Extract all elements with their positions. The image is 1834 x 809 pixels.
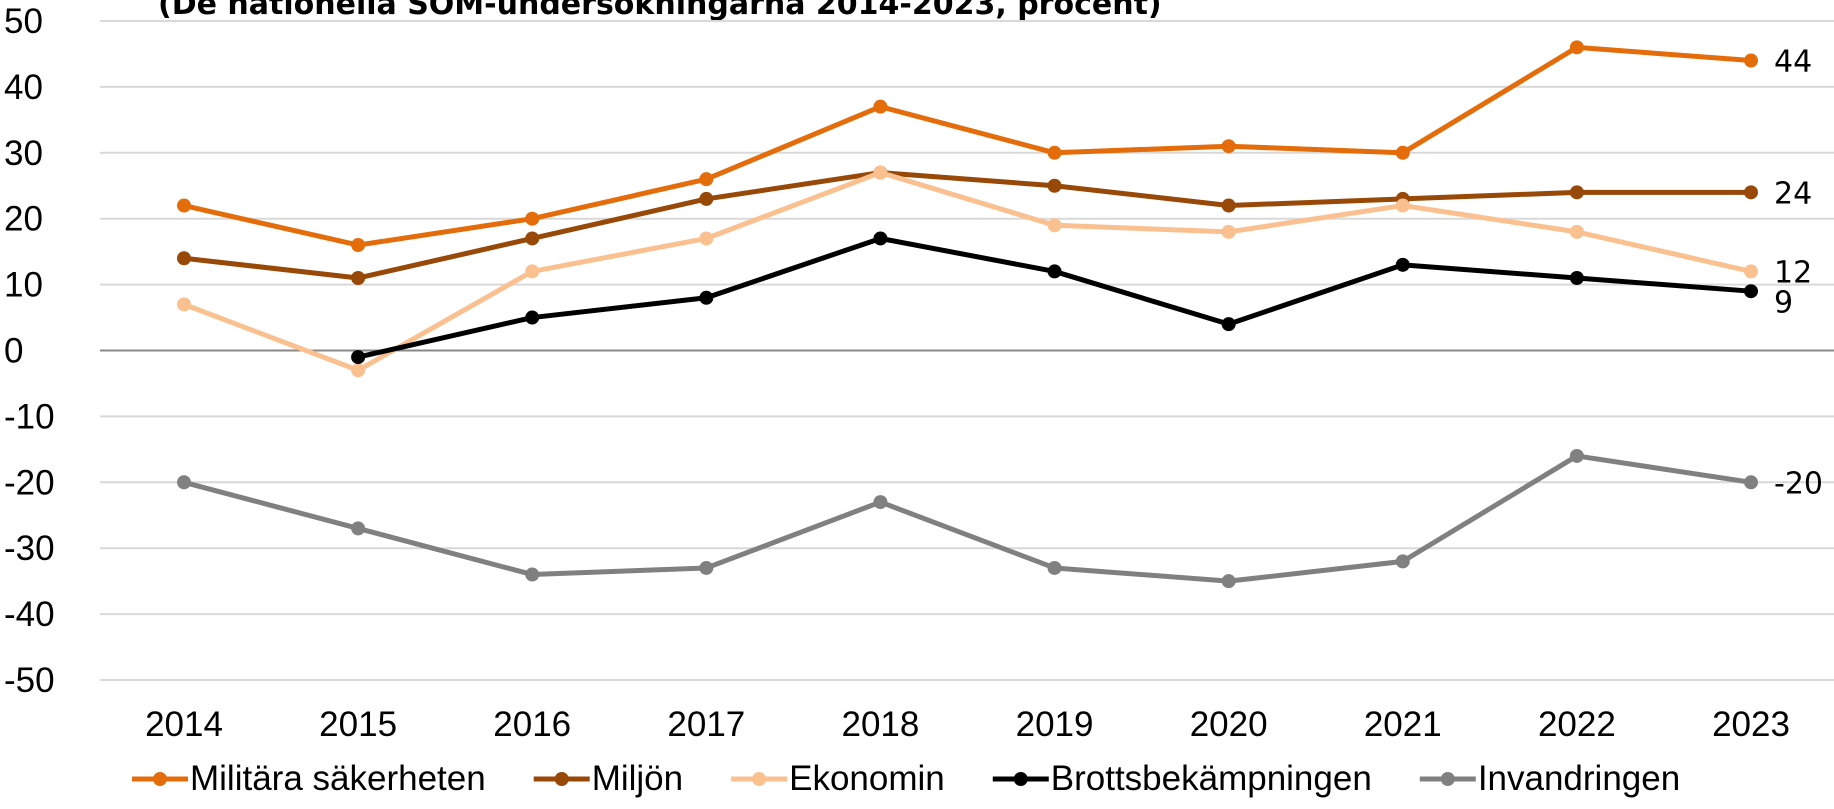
data-point	[1569, 185, 1584, 200]
data-point	[1744, 185, 1758, 200]
data-point	[177, 475, 191, 490]
data-point	[525, 567, 540, 582]
data-point	[351, 363, 366, 378]
data-point	[1569, 271, 1584, 286]
data-point	[873, 165, 888, 180]
data-point	[1569, 448, 1584, 463]
legend-label: Brottsbekämpningen	[1051, 759, 1372, 798]
y-tick-label: 40	[4, 68, 43, 107]
legend-marker	[153, 772, 167, 786]
data-point	[699, 191, 714, 206]
data-point	[1221, 574, 1236, 589]
data-point	[1047, 264, 1062, 279]
x-tick-label: 2016	[493, 705, 571, 744]
data-point	[351, 271, 366, 286]
data-point	[1395, 554, 1410, 569]
data-point	[1569, 40, 1584, 55]
data-point	[351, 521, 366, 536]
data-point	[699, 560, 714, 575]
data-point	[699, 290, 714, 305]
data-point	[1047, 145, 1062, 160]
data-label: 12	[1774, 255, 1812, 290]
legend-label: Ekonomin	[789, 759, 945, 798]
legend-label: Invandringen	[1478, 759, 1680, 798]
data-point	[525, 310, 540, 325]
data-point	[1744, 475, 1758, 490]
series-line	[183, 453, 1752, 584]
data-point	[1047, 218, 1062, 233]
chart-subtitle: (De nationella SOM-undersökningarna 2014…	[158, 0, 1162, 22]
data-point	[177, 251, 191, 266]
series-line	[183, 44, 1752, 248]
legend-marker	[554, 772, 569, 786]
x-tick-label: 2020	[1190, 705, 1268, 744]
data-point	[525, 211, 540, 226]
data-point	[1221, 317, 1236, 332]
x-tick-label: 2015	[319, 705, 397, 744]
x-tick-label: 2014	[145, 705, 223, 744]
data-point	[1744, 284, 1758, 299]
data-point	[1221, 198, 1236, 213]
y-tick-label: 20	[4, 200, 43, 239]
x-tick-label: 2023	[1712, 705, 1790, 744]
legend-label: Militära säkerheten	[190, 759, 486, 798]
data-point	[699, 231, 714, 246]
data-point	[525, 231, 540, 246]
data-point	[1221, 139, 1236, 154]
x-tick-label: 2022	[1538, 705, 1616, 744]
data-point	[177, 198, 191, 213]
x-tick-label: 2017	[667, 705, 745, 744]
legend-marker	[1013, 772, 1028, 786]
y-tick-label: 30	[4, 134, 43, 173]
y-tick-label: 0	[4, 332, 23, 371]
series-line	[183, 170, 1752, 373]
y-tick-label: -30	[4, 529, 55, 568]
legend-marker	[1440, 772, 1455, 786]
data-point	[873, 99, 888, 114]
y-tick-label: 50	[4, 2, 43, 41]
data-point	[1221, 224, 1236, 239]
y-tick-label: -40	[4, 595, 55, 634]
data-point	[177, 297, 191, 312]
data-label: 44	[1774, 45, 1812, 80]
data-point	[699, 172, 714, 187]
data-point	[873, 495, 888, 510]
data-point	[1047, 560, 1062, 575]
data-point	[1744, 264, 1758, 279]
x-tick-label: 2018	[842, 705, 920, 744]
legend-marker	[752, 772, 767, 786]
y-tick-label: -50	[4, 661, 55, 700]
data-label: 9	[1774, 285, 1793, 320]
data-point	[525, 264, 540, 279]
y-tick-label: 10	[4, 266, 43, 305]
data-point	[351, 238, 366, 253]
y-tick-label: -10	[4, 397, 55, 436]
y-tick-label: -20	[4, 463, 55, 502]
x-tick-label: 2021	[1364, 705, 1442, 744]
data-point	[1395, 257, 1410, 272]
data-label: 24	[1774, 176, 1812, 211]
data-point	[351, 350, 366, 365]
series-line	[357, 235, 1752, 360]
data-point	[873, 231, 888, 246]
data-point	[1569, 224, 1584, 239]
legend-label: Miljön	[592, 759, 683, 798]
x-tick-label: 2019	[1016, 705, 1094, 744]
data-point	[1395, 145, 1410, 160]
data-label: -20	[1774, 466, 1823, 501]
series-line	[183, 170, 1751, 281]
data-point	[1744, 53, 1758, 68]
data-point	[1395, 198, 1410, 213]
data-point	[1047, 178, 1062, 193]
